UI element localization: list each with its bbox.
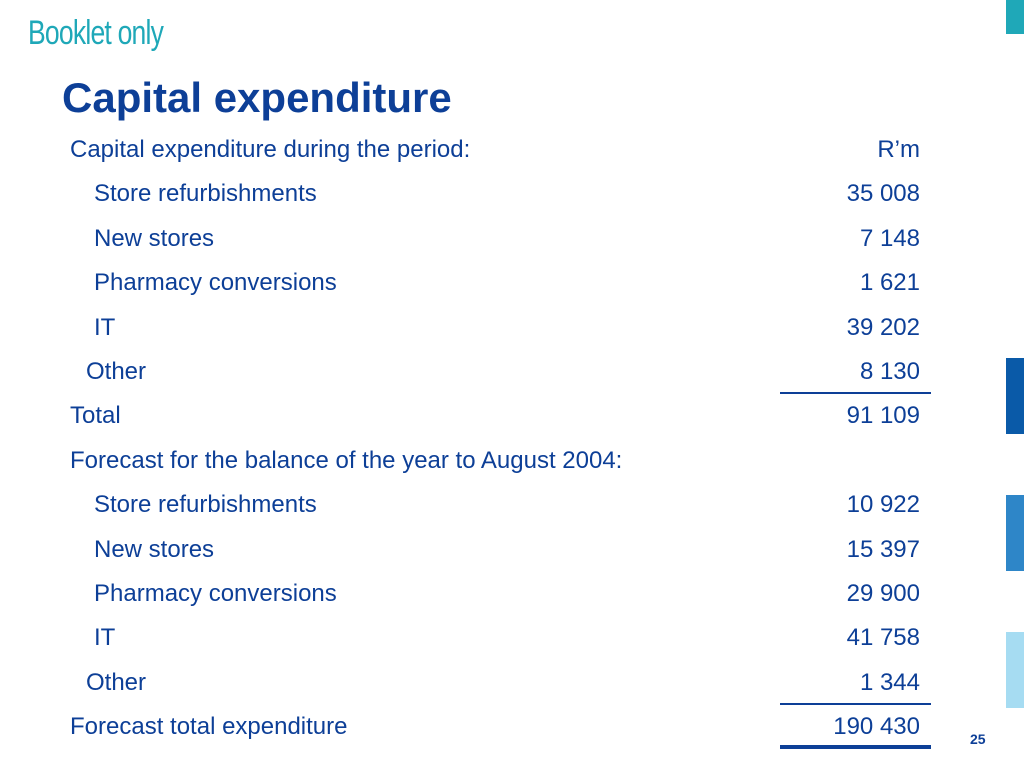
table-row: New stores 15 397 [0, 536, 1024, 576]
table-row: Capital expenditure during the period: R… [0, 136, 1024, 176]
row-label: New stores [94, 225, 215, 252]
row-label: Forecast total expenditure [70, 713, 348, 740]
row-label: New stores [94, 536, 215, 563]
table-row: Pharmacy conversions 1 621 [0, 269, 1024, 309]
table-row: Forecast for the balance of the year to … [0, 447, 1024, 487]
table-row: Pharmacy conversions 29 900 [0, 580, 1024, 620]
row-label: Store refurbishments [94, 180, 317, 207]
row-value: 91 109 [846, 402, 920, 429]
table-row: New stores 7 148 [0, 225, 1024, 265]
table-row: Forecast total expenditure 190 430 [0, 713, 1024, 753]
accent-bar-mid-blue [1006, 495, 1024, 571]
row-label: Pharmacy conversions [94, 269, 337, 296]
row-label: IT [94, 624, 116, 651]
row-value: 35 008 [846, 180, 920, 207]
table-row: Other 1 344 [0, 669, 1024, 709]
row-label: IT [94, 314, 116, 341]
row-value: 1 621 [859, 269, 920, 296]
row-value: 39 202 [846, 314, 920, 341]
row-label: Forecast for the balance of the year to … [70, 447, 623, 474]
accent-bar-light-blue [1006, 632, 1024, 708]
row-value: 15 397 [846, 536, 920, 563]
row-value: 41 758 [846, 624, 920, 651]
row-label: Capital expenditure during the period: [70, 136, 471, 163]
table-row: IT 39 202 [0, 314, 1024, 354]
table-row: Total 91 109 [0, 402, 1024, 442]
subtotal-rule [780, 703, 931, 705]
table-row: IT 41 758 [0, 624, 1024, 664]
row-label: Pharmacy conversions [94, 580, 337, 607]
subtotal-rule [780, 392, 931, 394]
row-label: Total [70, 402, 121, 429]
row-label: Store refurbishments [94, 491, 317, 518]
row-value: 7 148 [859, 225, 920, 252]
row-label: Other [86, 358, 147, 385]
row-value: 29 900 [846, 580, 920, 607]
row-value: R’m [877, 136, 920, 163]
row-value: 1 344 [859, 669, 920, 696]
booklet-only-tag: Booklet only [28, 14, 164, 52]
row-value: 190 430 [833, 713, 920, 740]
table-row: Store refurbishments 10 922 [0, 491, 1024, 531]
table-row: Store refurbishments 35 008 [0, 180, 1024, 220]
row-value: 8 130 [859, 358, 920, 385]
total-rule [780, 745, 931, 749]
page-title: Capital expenditure [62, 74, 452, 121]
table-row: Other 8 130 [0, 358, 1024, 398]
row-value: 10 922 [846, 491, 920, 518]
page-number: 25 [970, 731, 986, 747]
accent-bar-dark-blue [1006, 358, 1024, 434]
row-label: Other [86, 669, 147, 696]
accent-bar-teal [1006, 0, 1024, 34]
